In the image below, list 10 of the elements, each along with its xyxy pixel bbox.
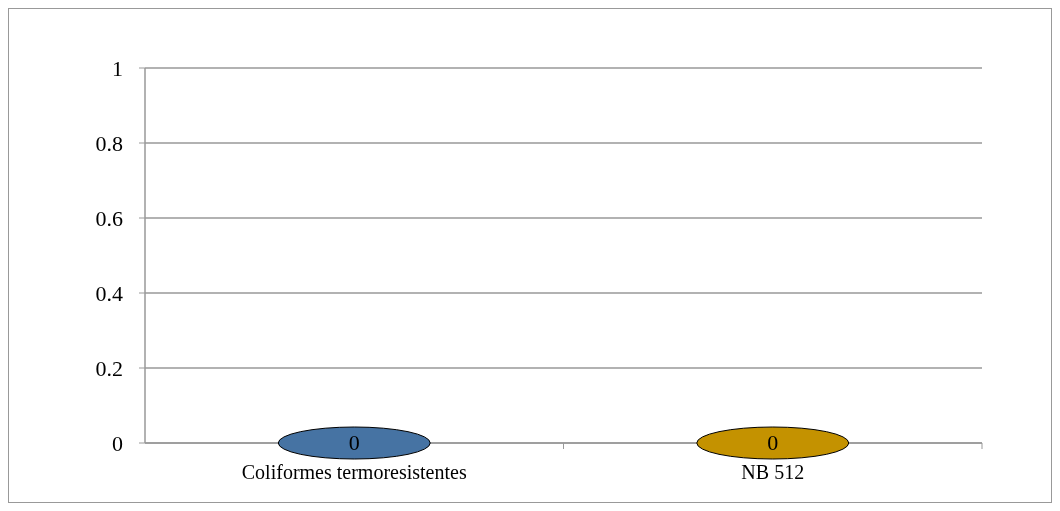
x-tick-label: Coliformes termoresistentes: [241, 461, 467, 483]
y-tick-label: 1: [112, 56, 123, 81]
data-label: 0: [348, 430, 360, 455]
y-tick-label: 0.2: [95, 356, 123, 381]
y-tick-label: 0.8: [95, 131, 123, 156]
y-tick-label: 0.4: [95, 281, 123, 306]
y-tick-label: 0: [112, 431, 123, 456]
y-tick-label: 0.6: [95, 206, 123, 231]
data-label: 0: [767, 430, 779, 455]
x-tick-label: NB 512: [741, 461, 805, 483]
